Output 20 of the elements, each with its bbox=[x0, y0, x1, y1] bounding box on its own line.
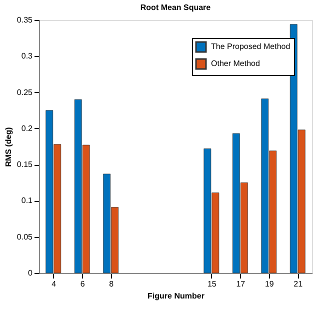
y-tick-label: 0.05 bbox=[16, 232, 34, 242]
y-tick-label: 0.15 bbox=[16, 160, 34, 170]
x-tick-label: 19 bbox=[264, 280, 274, 288]
y-tick-label: 0.2 bbox=[21, 124, 34, 133]
x-tick-label: 8 bbox=[109, 280, 114, 288]
y-tick-label: 0 bbox=[28, 268, 34, 278]
y-axis-title: RMS (deg) bbox=[4, 126, 13, 167]
legend-label: The Proposed Method bbox=[211, 42, 290, 51]
y-tick-label: 0.1 bbox=[21, 196, 34, 206]
x-tick-label: 4 bbox=[52, 280, 57, 288]
x-axis-title: Figure Number bbox=[148, 292, 204, 300]
y-tick-label: 0.3 bbox=[21, 52, 34, 61]
y-tick-label: 0.25 bbox=[16, 88, 34, 97]
x-tick-label: 6 bbox=[80, 280, 86, 288]
y-tick-label: 0.35 bbox=[16, 16, 34, 24]
chart-title: Root Mean Square bbox=[140, 3, 212, 12]
legend-label: Other Method bbox=[211, 59, 260, 68]
x-tick-label: 17 bbox=[236, 280, 246, 288]
x-tick-label: 21 bbox=[294, 280, 304, 288]
x-tick-label: 15 bbox=[207, 280, 217, 288]
